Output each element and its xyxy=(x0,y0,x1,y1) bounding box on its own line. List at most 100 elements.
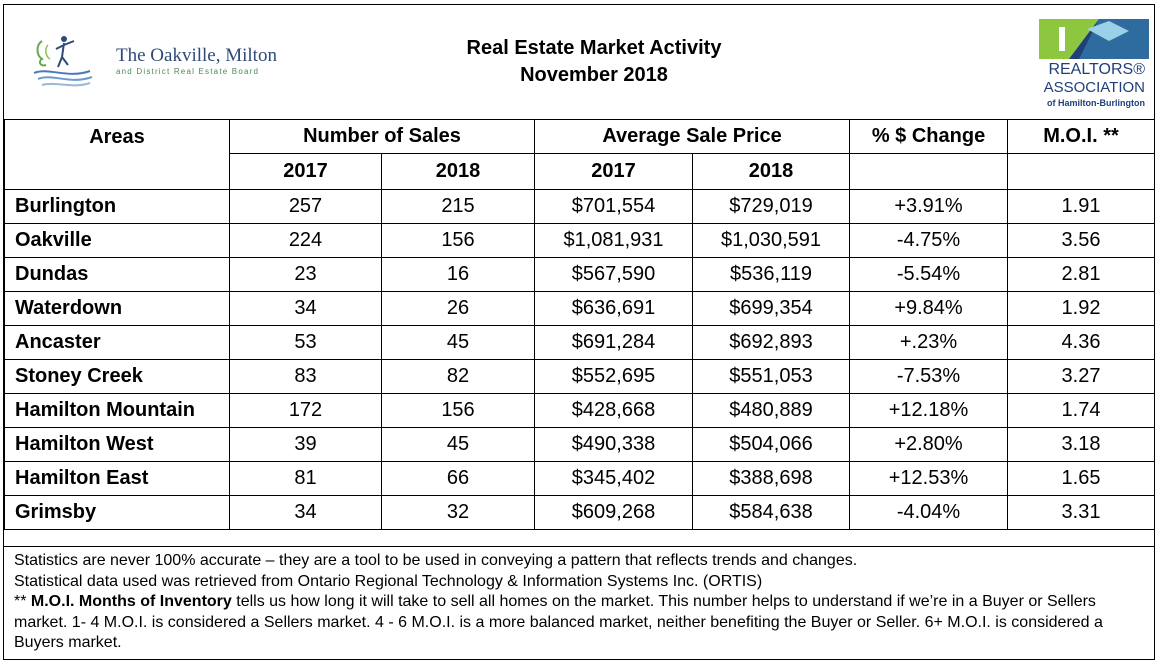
cell-sales-2017: 257 xyxy=(229,189,382,224)
cell-area: Hamilton West xyxy=(4,427,230,462)
oakville-board-logo-icon xyxy=(33,36,93,87)
cell-sales-2018: 45 xyxy=(380,427,536,462)
cell-moi: 1.65 xyxy=(1007,461,1156,496)
cell-sales-2018: 26 xyxy=(380,291,536,326)
cell-percent-change: -4.75% xyxy=(849,223,1009,258)
footnote-moi: ** M.O.I. Months of Inventory tells us h… xyxy=(14,592,1144,654)
cell-price-2017: $490,338 xyxy=(534,427,694,462)
oakville-board-logo: The Oakville, Milton and District Real E… xyxy=(28,31,318,95)
cell-price-2017: $701,554 xyxy=(534,189,694,224)
table-row: Burlington 257 215 $701,554 $729,019 +3.91% 1.… xyxy=(4,189,1156,224)
realtors-logo-line1: REALTORS® xyxy=(1048,61,1145,78)
cell-area: Oakville xyxy=(4,223,230,258)
cell-moi: 3.18 xyxy=(1007,427,1156,462)
subheader-price-2018: 2018 xyxy=(692,153,851,190)
cell-moi: 1.74 xyxy=(1007,393,1156,428)
table-row: Stoney Creek 83 82 $552,695 $551,053 -7.53% 3.… xyxy=(4,359,1156,394)
cell-price-2018: $388,698 xyxy=(692,461,851,496)
table-body: Burlington 257 215 $701,554 $729,019 +3.91% 1.… xyxy=(4,189,1156,530)
cell-area: Hamilton Mountain xyxy=(4,393,230,428)
market-activity-table: Areas Number of Sales Average Sale Price… xyxy=(4,119,1156,530)
cell-price-2018: $480,889 xyxy=(692,393,851,428)
cell-price-2017: $609,268 xyxy=(534,495,694,530)
cell-sales-2018: 156 xyxy=(380,393,536,428)
report-sheet: The Oakville, Milton and District Real E… xyxy=(3,4,1156,660)
table-row: Hamilton West 39 45 $490,338 $504,066 +2.80% 3… xyxy=(4,427,1156,462)
cell-percent-change: +.23% xyxy=(849,325,1009,360)
table-row: Ancaster 53 45 $691,284 $692,893 +.23% 4.36 xyxy=(4,325,1156,360)
table-row: Oakville 224 156 $1,081,931 $1,030,591 -4.75%… xyxy=(4,223,1156,258)
cell-sales-2017: 34 xyxy=(229,291,382,326)
cell-price-2017: $691,284 xyxy=(534,325,694,360)
subheader-sales-2017: 2017 xyxy=(229,153,382,190)
subheader-moi-empty xyxy=(1007,153,1156,190)
cell-price-2018: $692,893 xyxy=(692,325,851,360)
cell-moi: 3.31 xyxy=(1007,495,1156,530)
cell-area: Burlington xyxy=(4,189,230,224)
table-row: Hamilton East 81 66 $345,402 $388,698 +12.53%… xyxy=(4,461,1156,496)
cell-moi: 1.91 xyxy=(1007,189,1156,224)
cell-area: Waterdown xyxy=(4,291,230,326)
cell-price-2018: $699,354 xyxy=(692,291,851,326)
table-row: Hamilton Mountain 172 156 $428,668 $480,889 +… xyxy=(4,393,1156,428)
oakville-board-subtitle: and District Real Estate Board xyxy=(116,67,260,76)
cell-percent-change: +3.91% xyxy=(849,189,1009,224)
cell-sales-2017: 83 xyxy=(229,359,382,394)
table-subheader-row: 2017 2018 2017 2018 xyxy=(5,153,1156,190)
cell-price-2017: $1,081,931 xyxy=(534,223,694,258)
cell-percent-change: -7.53% xyxy=(849,359,1009,394)
footnote-moi-term: M.O.I. Months of Inventory xyxy=(30,593,232,610)
cell-sales-2018: 16 xyxy=(380,257,536,292)
header-moi: M.O.I. ** xyxy=(1007,119,1156,154)
cell-sales-2018: 45 xyxy=(380,325,536,360)
cell-moi: 4.36 xyxy=(1007,325,1156,360)
cell-area: Stoney Creek xyxy=(4,359,230,394)
cell-sales-2017: 34 xyxy=(229,495,382,530)
cell-sales-2017: 172 xyxy=(229,393,382,428)
cell-price-2018: $536,119 xyxy=(692,257,851,292)
cell-price-2018: $729,019 xyxy=(692,189,851,224)
cell-price-2017: $345,402 xyxy=(534,461,694,496)
cell-price-2018: $504,066 xyxy=(692,427,851,462)
report-title-line2: November 2018 xyxy=(520,64,668,86)
header-average-sale-price: Average Sale Price xyxy=(534,119,851,154)
header-number-of-sales: Number of Sales xyxy=(228,119,536,154)
table-row: Dundas 23 16 $567,590 $536,119 -5.54% 2.81 xyxy=(4,257,1156,292)
cell-price-2017: $428,668 xyxy=(534,393,694,428)
report-title-line1: Real Estate Market Activity xyxy=(466,37,722,59)
cell-sales-2017: 23 xyxy=(229,257,382,292)
cell-moi: 2.81 xyxy=(1007,257,1156,292)
cell-sales-2017: 81 xyxy=(229,461,382,496)
cell-sales-2017: 39 xyxy=(229,427,382,462)
cell-sales-2018: 32 xyxy=(380,495,536,530)
cell-sales-2017: 224 xyxy=(229,223,382,258)
cell-price-2018: $551,053 xyxy=(692,359,851,394)
cell-area: Ancaster xyxy=(4,325,230,360)
table-row: Waterdown 34 26 $636,691 $699,354 +9.84% 1.92 xyxy=(4,291,1156,326)
report-title: Real Estate Market Activity November 201… xyxy=(344,35,844,89)
footnotes: Statistics are never 100% accurate – the… xyxy=(4,546,1154,654)
realtors-logo-line3: of Hamilton-Burlington xyxy=(1047,98,1145,108)
cell-area: Dundas xyxy=(4,257,230,292)
subheader-price-2017: 2017 xyxy=(534,153,694,190)
footnote-accuracy: Statistics are never 100% accurate – the… xyxy=(14,552,858,569)
footnote-source: Statistical data used was retrieved from… xyxy=(14,572,763,590)
cell-percent-change: -5.54% xyxy=(849,257,1009,292)
footnote-moi-prefix: ** xyxy=(14,593,31,610)
realtors-logo-line2: ASSOCIATION xyxy=(1043,79,1145,96)
realtors-association-logo: REALTORS® ASSOCIATION of Hamilton-Burlin… xyxy=(1014,19,1149,115)
realtors-association-logo-icon xyxy=(1039,19,1149,59)
cell-percent-change: +2.80% xyxy=(849,427,1009,462)
cell-sales-2018: 82 xyxy=(380,359,536,394)
cell-sales-2017: 53 xyxy=(229,325,382,360)
cell-moi: 1.92 xyxy=(1007,291,1156,326)
cell-moi: 3.56 xyxy=(1007,223,1156,258)
cell-price-2017: $567,590 xyxy=(534,257,694,292)
cell-area: Grimsby xyxy=(4,495,230,530)
cell-percent-change: +12.18% xyxy=(849,393,1009,428)
cell-price-2018: $1,030,591 xyxy=(692,223,851,258)
report-header: The Oakville, Milton and District Real E… xyxy=(4,5,1154,120)
cell-price-2017: $552,695 xyxy=(534,359,694,394)
table-header-row: Areas Number of Sales Average Sale Price… xyxy=(4,119,1156,190)
cell-percent-change: +9.84% xyxy=(849,291,1009,326)
